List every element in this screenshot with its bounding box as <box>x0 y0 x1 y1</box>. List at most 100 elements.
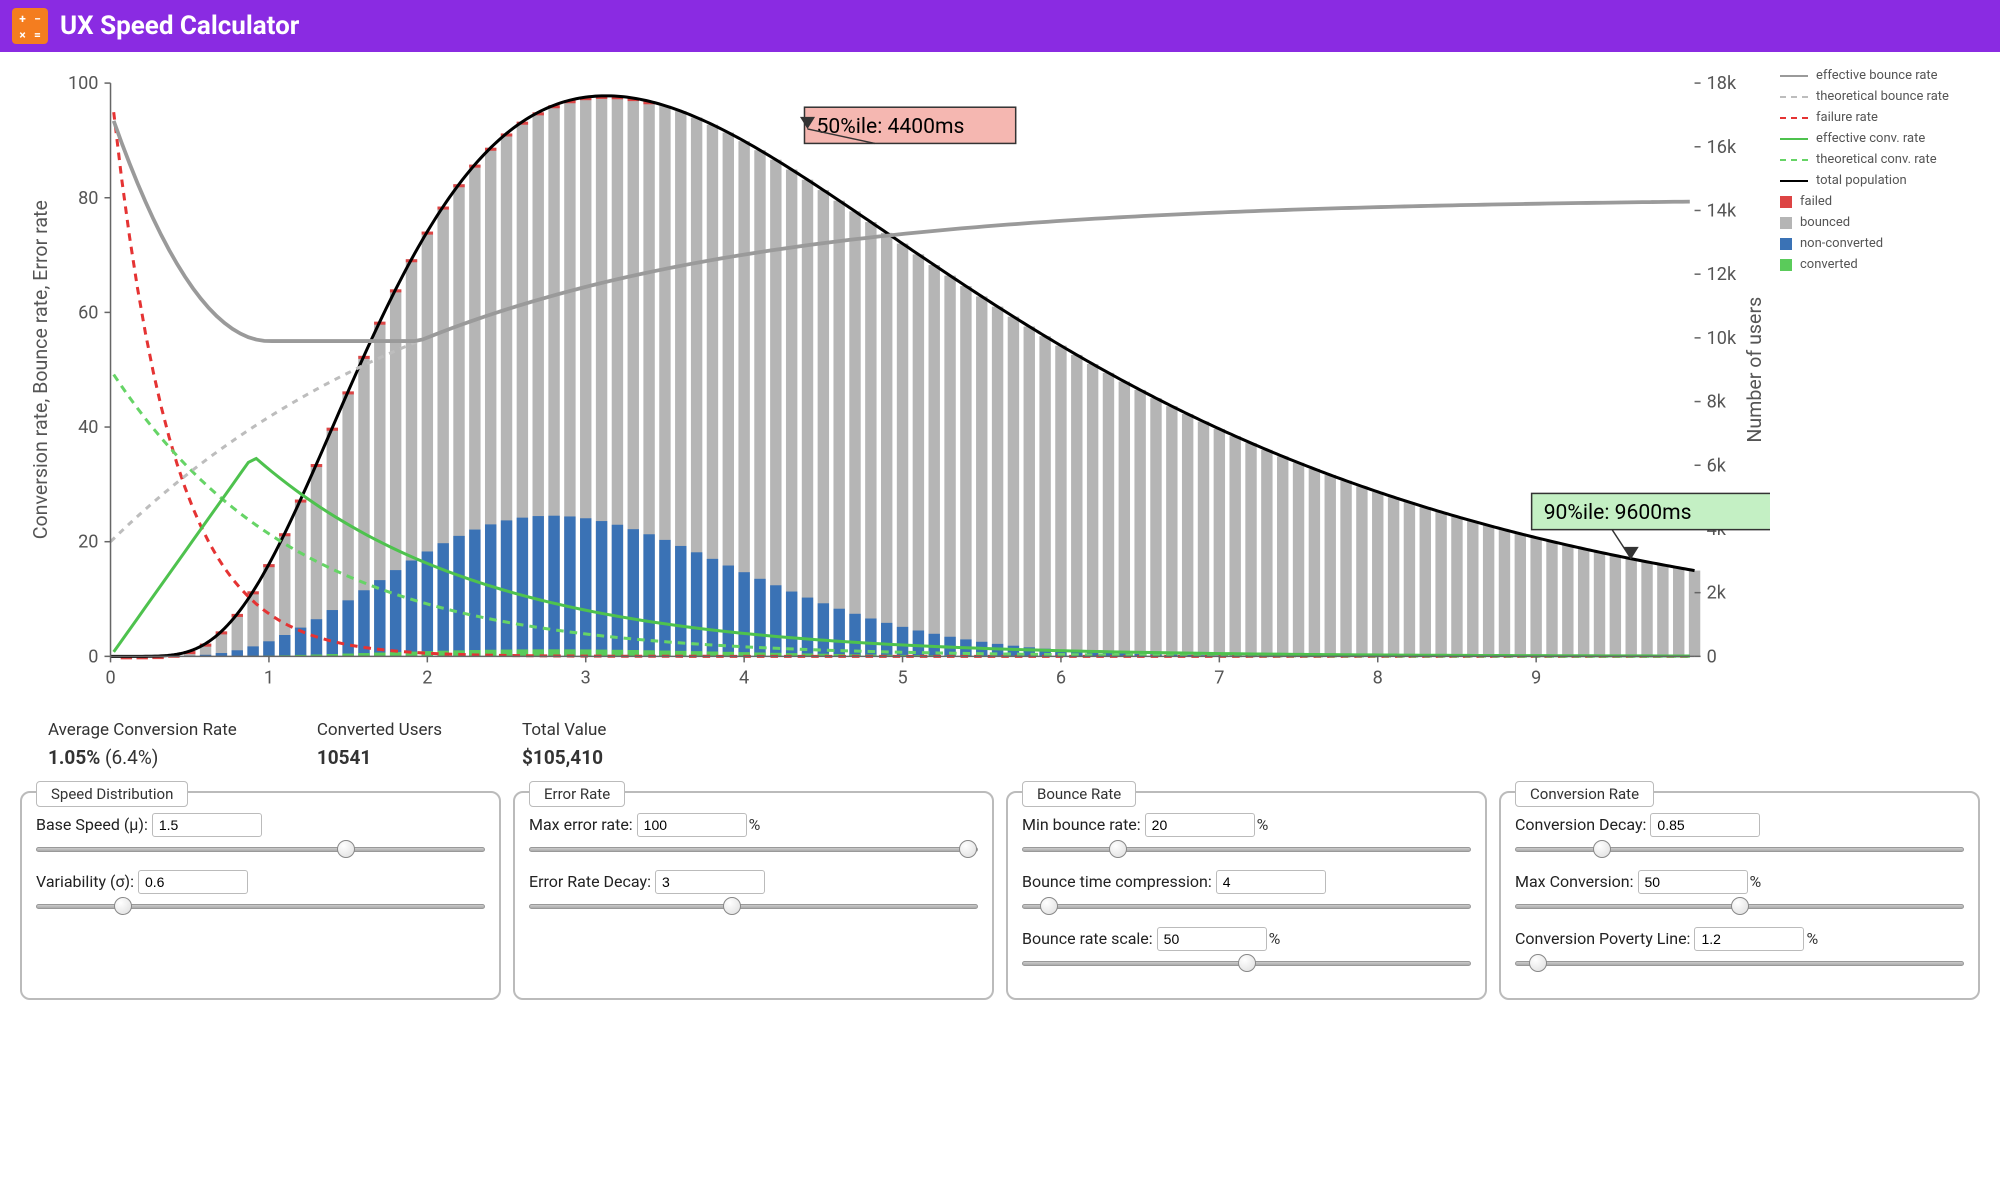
legend-label: non-converted <box>1800 236 1883 251</box>
legend-label: theoretical bounce rate <box>1816 89 1949 104</box>
suffix: % <box>1269 929 1281 948</box>
legend-line-icon <box>1780 75 1808 77</box>
legend-square-icon <box>1780 238 1792 250</box>
icon-glyph: − <box>31 12 44 26</box>
metric-label: Converted Users <box>317 720 442 740</box>
svg-text:18k: 18k <box>1707 73 1737 94</box>
metric-converted-users: Converted Users 10541 <box>317 720 442 769</box>
legend-label: total population <box>1816 173 1907 188</box>
svg-text:0: 0 <box>1707 646 1717 667</box>
svg-text:3: 3 <box>581 668 591 689</box>
control-variability: Variability (σ): <box>36 870 485 913</box>
svg-text:10k: 10k <box>1707 328 1737 349</box>
error-decay-input[interactable] <box>655 870 765 894</box>
control-label: Bounce time compression: <box>1022 872 1212 891</box>
metric-label: Average Conversion Rate <box>48 720 237 740</box>
panel-title: Error Rate <box>529 781 625 807</box>
svg-text:9: 9 <box>1531 668 1541 689</box>
legend-line-icon <box>1780 117 1808 119</box>
base-speed-input[interactable] <box>152 813 262 837</box>
legend-item: failure rate <box>1780 110 1980 125</box>
legend-item: effective conv. rate <box>1780 131 1980 146</box>
svg-text:6k: 6k <box>1707 455 1727 476</box>
base-speed-slider[interactable] <box>36 847 485 852</box>
panel-bounce: Bounce RateMin bounce rate:%Bounce time … <box>1006 791 1487 1000</box>
legend-label: failed <box>1800 194 1832 209</box>
variability-input[interactable] <box>138 870 248 894</box>
distribution-chart: 02040608010002k4k6k8k10k12k14k16k18k0123… <box>20 68 1770 702</box>
control-label: Bounce rate scale: <box>1022 929 1153 948</box>
controls-row: Speed DistributionBase Speed (μ):Variabi… <box>20 791 1980 1000</box>
bounce-scale-slider[interactable] <box>1022 961 1471 966</box>
legend-label: theoretical conv. rate <box>1816 152 1937 167</box>
legend-line-icon <box>1780 159 1808 161</box>
control-conv-decay: Conversion Decay: <box>1515 813 1964 856</box>
conv-decay-input[interactable] <box>1650 813 1760 837</box>
legend-square-icon <box>1780 217 1792 229</box>
max-conv-slider[interactable] <box>1515 904 1964 909</box>
svg-text:80: 80 <box>78 188 98 209</box>
legend-label: effective conv. rate <box>1816 131 1925 146</box>
panel-conv: Conversion RateConversion Decay:Max Conv… <box>1499 791 1980 1000</box>
svg-text:6: 6 <box>1056 668 1066 689</box>
legend-label: bounced <box>1800 215 1850 230</box>
control-min-bounce: Min bounce rate:% <box>1022 813 1471 856</box>
svg-text:100: 100 <box>68 73 99 94</box>
control-label: Error Rate Decay: <box>529 872 651 891</box>
svg-text:4: 4 <box>739 668 749 689</box>
svg-text:0: 0 <box>88 646 98 667</box>
conv-poverty-input[interactable] <box>1694 927 1804 951</box>
error-decay-slider[interactable] <box>529 904 978 909</box>
max-error-input[interactable] <box>637 813 747 837</box>
legend-item: converted <box>1780 257 1980 272</box>
panel-speed: Speed DistributionBase Speed (μ):Variabi… <box>20 791 501 1000</box>
control-error-decay: Error Rate Decay: <box>529 870 978 913</box>
app-header: + − × = UX Speed Calculator <box>0 0 2000 52</box>
control-label: Conversion Decay: <box>1515 815 1646 834</box>
control-label: Conversion Poverty Line: <box>1515 929 1690 948</box>
svg-text:1: 1 <box>264 668 274 689</box>
svg-text:2: 2 <box>422 668 432 689</box>
panel-title: Bounce Rate <box>1022 781 1136 807</box>
metric-value: 10541 <box>317 746 372 769</box>
suffix: % <box>1257 815 1269 834</box>
metric-paren: (6.4%) <box>105 746 158 769</box>
legend-item: total population <box>1780 173 1980 188</box>
chart-legend: effective bounce rate theoretical bounce … <box>1770 68 1980 702</box>
max-conv-input[interactable] <box>1638 870 1748 894</box>
panel-error: Error RateMax error rate:%Error Rate Dec… <box>513 791 994 1000</box>
icon-glyph: × <box>16 28 29 42</box>
conv-decay-slider[interactable] <box>1515 847 1964 852</box>
min-bounce-slider[interactable] <box>1022 847 1471 852</box>
bounce-comp-input[interactable] <box>1216 870 1326 894</box>
metric-value: 1.05% <box>48 746 100 769</box>
variability-slider[interactable] <box>36 904 485 909</box>
bounce-comp-slider[interactable] <box>1022 904 1471 909</box>
metric-total-value: Total Value $105,410 <box>522 720 606 769</box>
bounce-scale-input[interactable] <box>1157 927 1267 951</box>
svg-text:2k: 2k <box>1707 583 1727 604</box>
svg-text:Number of users: Number of users <box>1743 297 1766 443</box>
suffix: % <box>1750 872 1762 891</box>
svg-text:5: 5 <box>897 668 907 689</box>
svg-text:20: 20 <box>78 532 98 553</box>
max-error-slider[interactable] <box>529 847 978 852</box>
control-label: Max error rate: <box>529 815 633 834</box>
svg-text:12k: 12k <box>1707 264 1737 285</box>
svg-text:8k: 8k <box>1707 392 1727 413</box>
legend-item: failed <box>1780 194 1980 209</box>
svg-text:40: 40 <box>78 417 98 438</box>
legend-item: effective bounce rate <box>1780 68 1980 83</box>
svg-text:Conversion rate, Bounce rate,: Conversion rate, Bounce rate, Error rate <box>29 200 52 539</box>
legend-item: theoretical bounce rate <box>1780 89 1980 104</box>
legend-item: bounced <box>1780 215 1980 230</box>
conv-poverty-slider[interactable] <box>1515 961 1964 966</box>
min-bounce-input[interactable] <box>1145 813 1255 837</box>
suffix: % <box>1806 929 1818 948</box>
legend-label: failure rate <box>1816 110 1878 125</box>
control-label: Min bounce rate: <box>1022 815 1141 834</box>
svg-text:16k: 16k <box>1707 137 1737 158</box>
svg-text:8: 8 <box>1373 668 1383 689</box>
legend-line-icon <box>1780 180 1808 182</box>
suffix: % <box>749 815 761 834</box>
